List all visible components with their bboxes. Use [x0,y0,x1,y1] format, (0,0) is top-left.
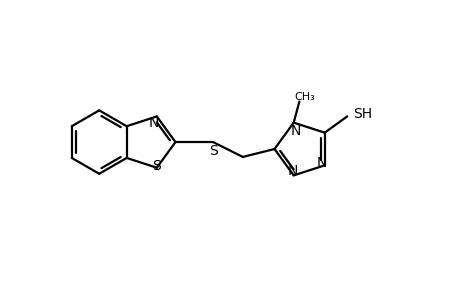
Text: N: N [148,116,159,130]
Text: N: N [287,164,297,178]
Text: CH₃: CH₃ [293,92,314,102]
Text: S: S [208,144,217,158]
Text: S: S [152,159,161,173]
Text: N: N [316,156,326,170]
Text: N: N [291,124,301,137]
Text: SH: SH [353,107,372,122]
